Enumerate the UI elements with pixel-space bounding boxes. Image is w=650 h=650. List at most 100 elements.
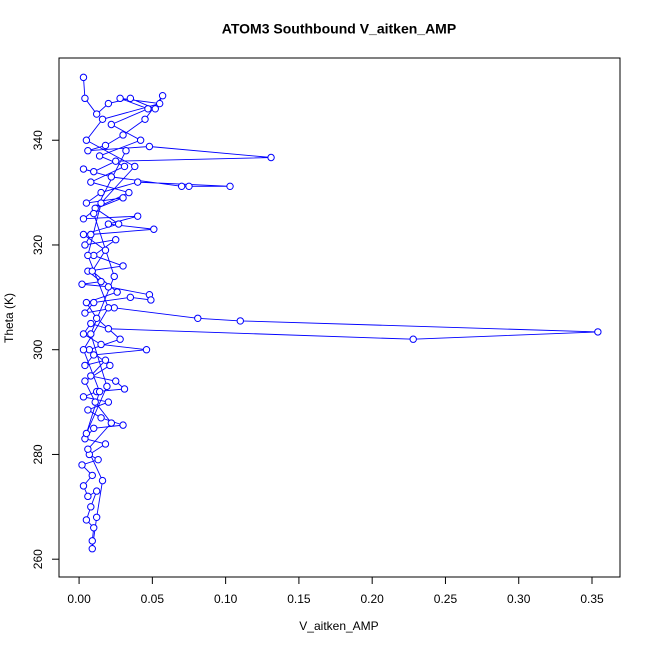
data-point <box>177 182 186 191</box>
data-point <box>101 440 110 448</box>
data-point <box>116 335 124 343</box>
data-point <box>82 199 91 207</box>
x-tick-label: 0.20 <box>361 592 385 606</box>
data-point <box>94 455 102 464</box>
data-point <box>79 215 88 223</box>
data-point <box>95 387 104 396</box>
data-point <box>97 199 105 207</box>
data-point <box>88 537 96 545</box>
data-point <box>97 340 105 349</box>
data-point <box>147 296 155 304</box>
data-point <box>84 146 92 155</box>
y-tick-label: 280 <box>31 444 45 464</box>
data-point <box>84 492 92 501</box>
data-point <box>126 94 135 103</box>
data-point <box>112 377 120 385</box>
data-point <box>119 262 127 270</box>
series-line <box>81 77 598 549</box>
data-point <box>267 153 275 162</box>
data-point <box>79 482 88 490</box>
data-point <box>92 513 101 521</box>
chart-title: ATOM3 Southbound V_aitken_AMP <box>222 21 456 37</box>
data-point <box>87 319 95 328</box>
data-point <box>116 94 124 103</box>
data-point <box>104 304 113 312</box>
data-point <box>90 524 98 532</box>
data-point <box>136 136 145 144</box>
data-point <box>97 277 105 286</box>
y-axis-label: Theta (K) <box>2 293 16 343</box>
data-point <box>81 309 89 317</box>
data-point <box>131 162 139 171</box>
data-point <box>97 414 105 422</box>
data-point <box>90 209 98 218</box>
data-point <box>158 92 167 100</box>
data-point <box>92 487 101 495</box>
data-point <box>150 225 158 233</box>
data-point <box>79 230 88 239</box>
data-point <box>92 110 101 118</box>
data-point <box>90 351 98 359</box>
data-point <box>107 173 116 181</box>
data-point <box>125 188 133 197</box>
data-point <box>98 476 107 485</box>
data-point <box>79 165 88 173</box>
y-tick-label: 340 <box>31 130 45 150</box>
data-point <box>112 157 120 165</box>
data-point <box>113 288 121 296</box>
data-point <box>145 142 154 151</box>
data-point <box>144 105 152 113</box>
data-point <box>101 246 110 254</box>
data-point <box>82 429 91 438</box>
data-point <box>84 406 92 414</box>
data-point <box>79 346 88 354</box>
data-point <box>226 182 234 191</box>
plot-frame <box>58 57 621 578</box>
data-point <box>107 120 116 129</box>
x-tick-label: 0.30 <box>507 592 531 606</box>
data-point <box>88 267 96 275</box>
data-point <box>103 382 111 391</box>
data-point <box>120 385 129 393</box>
data-point <box>87 372 95 380</box>
data-point <box>133 212 142 220</box>
data-point <box>185 182 193 191</box>
data-point <box>81 361 89 370</box>
data-point <box>120 162 129 171</box>
data-point <box>114 220 123 228</box>
data-point <box>81 94 89 103</box>
data-point <box>87 330 95 338</box>
data-point <box>88 471 96 480</box>
data-point <box>79 73 88 82</box>
data-point <box>78 461 86 469</box>
data-point <box>90 298 98 307</box>
data-point <box>119 421 127 429</box>
data-point <box>90 167 98 176</box>
data-point <box>107 419 116 427</box>
data-point <box>95 152 104 160</box>
data-point <box>594 328 602 336</box>
data-point <box>104 220 113 228</box>
data-point <box>81 241 89 249</box>
data-point <box>126 293 135 302</box>
x-tick-label: 0.10 <box>214 592 238 606</box>
x-tick-label: 0.15 <box>287 592 311 606</box>
data-point <box>101 141 110 150</box>
data-point <box>133 178 142 186</box>
data-point <box>79 330 88 338</box>
x-tick-label: 0.25 <box>434 592 458 606</box>
data-point <box>87 178 95 186</box>
data-point <box>87 503 95 511</box>
y-tick-label: 320 <box>31 235 45 255</box>
data-point <box>112 236 120 244</box>
data-point <box>91 398 99 406</box>
data-point <box>236 317 244 325</box>
data-point <box>141 115 149 123</box>
data-point <box>97 188 105 197</box>
data-point <box>104 398 113 406</box>
data-point <box>104 283 113 291</box>
data-point <box>110 272 118 281</box>
data-point <box>194 314 202 322</box>
data-point <box>98 115 107 123</box>
